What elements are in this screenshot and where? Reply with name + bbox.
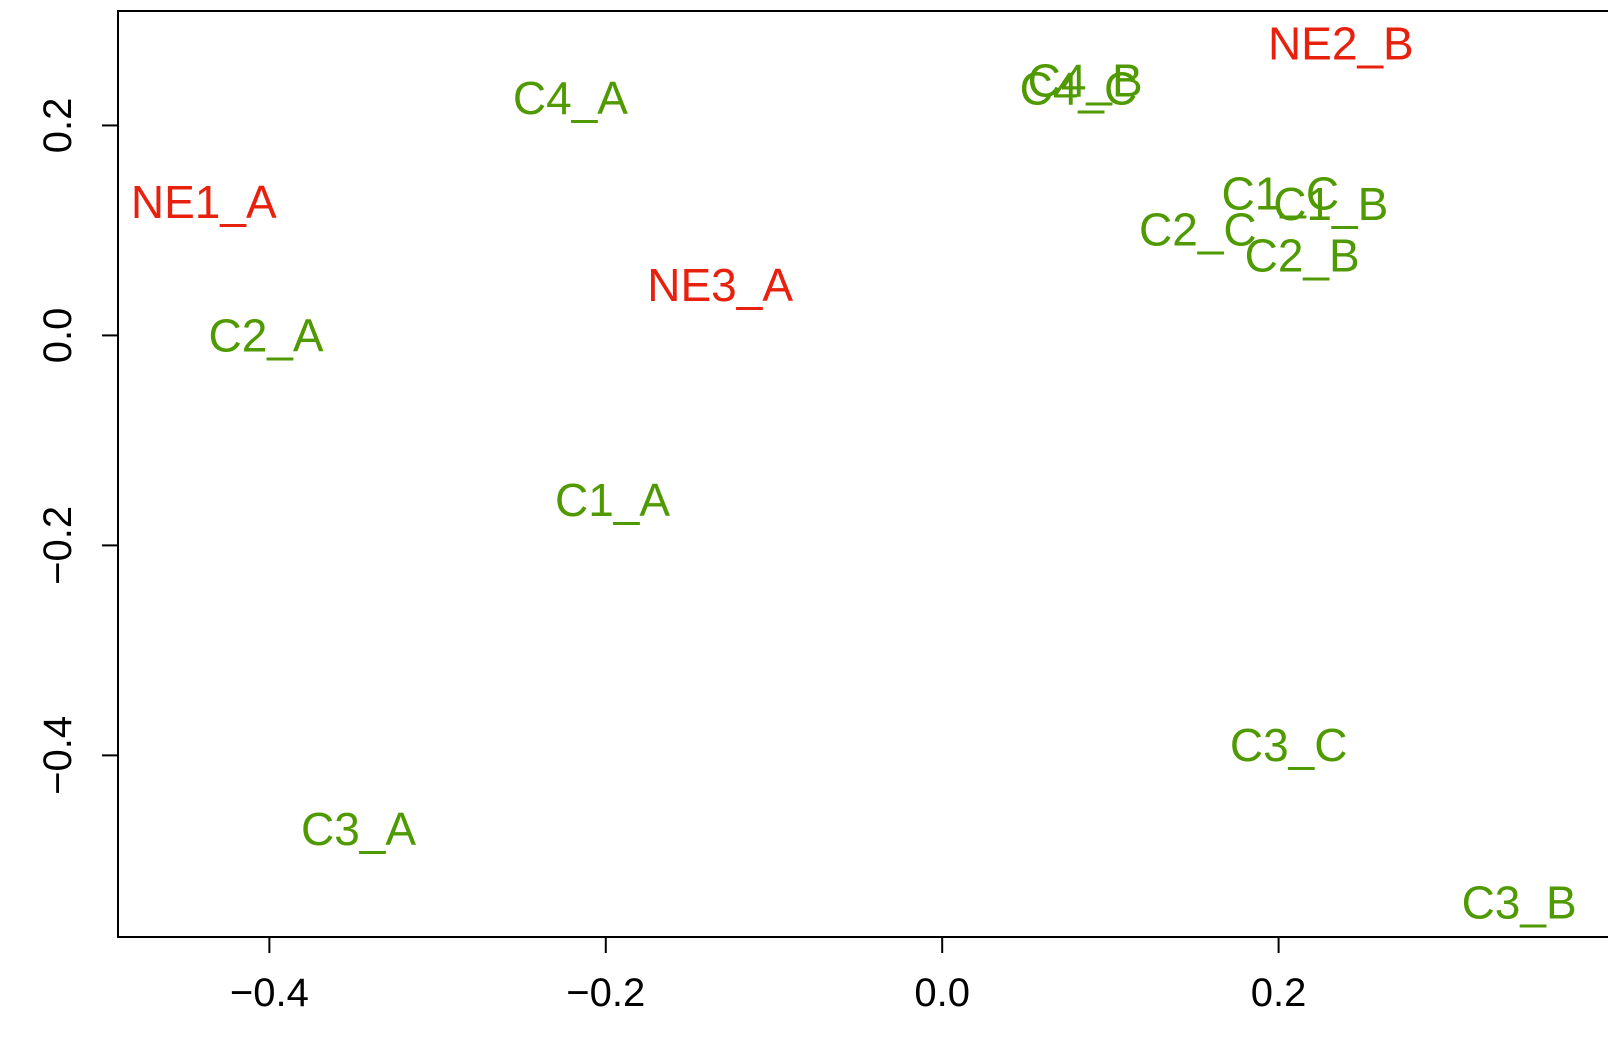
point-label: C3_B [1462,876,1577,928]
point-label: NE1_A [131,176,277,228]
x-tick-label: −0.2 [566,971,645,1015]
point-label: C4_A [513,72,628,124]
x-tick-label: −0.4 [230,971,309,1015]
point-label: C3_C [1230,719,1348,771]
plot-frame [117,10,1608,938]
point-label: NE2_B [1268,18,1414,70]
point-label: C1_A [555,474,670,526]
point-label: C1_B [1273,178,1388,230]
point-label: C1_C [1221,168,1339,220]
point-label: C2_A [208,309,323,361]
point-label: C4_C [1020,63,1138,115]
y-tick-label: 0.2 [36,98,80,154]
point-label: C3_A [301,803,416,855]
point-label: C4_B [1028,54,1143,106]
point-label: C2_B [1245,230,1360,282]
point-label: C2_C [1139,203,1257,255]
y-tick-label: 0.0 [36,308,80,364]
x-tick-label: 0.2 [1251,971,1307,1015]
point-label: NE3_A [647,259,793,311]
y-tick-label: −0.4 [36,716,80,795]
y-tick-label: −0.2 [36,506,80,585]
x-tick-label: 0.0 [914,971,970,1015]
